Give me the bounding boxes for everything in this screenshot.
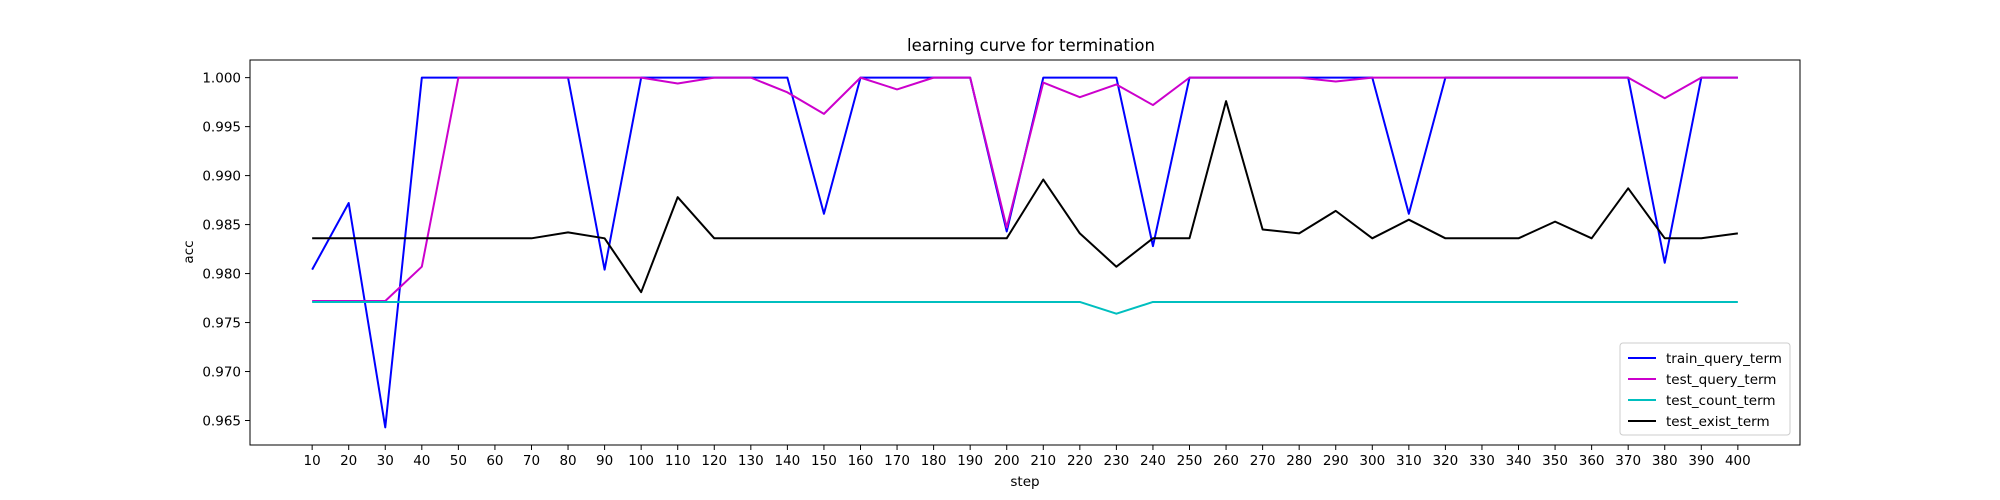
x-tick-label: 140 <box>774 453 800 469</box>
series-line-test-query-term <box>312 76 1738 302</box>
series-line-test-exist-term <box>312 100 1738 294</box>
x-tick-label: 170 <box>884 453 910 469</box>
x-tick-label: 150 <box>811 453 837 469</box>
x-tick-label: 50 <box>450 453 467 469</box>
y-tick-label: 0.990 <box>202 169 241 185</box>
x-tick-label: 120 <box>701 453 727 469</box>
x-tick-label: 330 <box>1469 453 1495 469</box>
x-tick-label: 290 <box>1323 453 1349 469</box>
x-tick-label: 270 <box>1250 453 1276 469</box>
x-tick-label: 70 <box>523 453 540 469</box>
x-tick-label: 110 <box>665 453 691 469</box>
legend-entry-label: test_query_term <box>1666 372 1776 388</box>
x-tick-label: 190 <box>957 453 983 469</box>
x-tick-label: 300 <box>1359 453 1385 469</box>
y-axis-label: acc <box>181 240 197 263</box>
series-line-test-count-term <box>312 300 1738 315</box>
x-tick-label: 370 <box>1615 453 1641 469</box>
y-tick-label: 1.000 <box>202 71 241 87</box>
y-tick-label: 0.970 <box>202 365 241 381</box>
x-tick-label: 40 <box>413 453 430 469</box>
legend-entry-label: test_count_term <box>1666 393 1776 409</box>
x-tick-label: 280 <box>1286 453 1312 469</box>
x-tick-label: 240 <box>1140 453 1166 469</box>
x-tick-label: 400 <box>1725 453 1751 469</box>
x-tick-label: 260 <box>1213 453 1239 469</box>
legend: train_query_term test_query_term test_coun… <box>1619 342 1791 436</box>
x-axis-label: step <box>1010 474 1039 490</box>
x-tick-label: 320 <box>1433 453 1459 469</box>
plot-area-frame <box>249 59 1801 446</box>
x-tick-label: 350 <box>1542 453 1568 469</box>
chart-title: learning curve for termination <box>907 36 1155 55</box>
x-axis: 10 20 30 40 50 60 70 80 90 100 110 120 130 140 150 160 1… <box>304 445 1751 469</box>
y-tick-label: 0.995 <box>202 120 241 136</box>
y-tick-label: 0.985 <box>202 218 241 234</box>
legend-entry-label: train_query_term <box>1666 351 1782 367</box>
x-tick-label: 360 <box>1579 453 1605 469</box>
x-tick-label: 20 <box>340 453 357 469</box>
x-tick-label: 220 <box>1067 453 1093 469</box>
x-tick-label: 60 <box>486 453 503 469</box>
x-tick-label: 380 <box>1652 453 1678 469</box>
x-tick-label: 10 <box>304 453 321 469</box>
x-tick-label: 250 <box>1177 453 1203 469</box>
x-tick-label: 160 <box>848 453 874 469</box>
y-tick-label: 0.980 <box>202 267 241 283</box>
x-tick-label: 180 <box>921 453 947 469</box>
x-tick-label: 230 <box>1104 453 1130 469</box>
x-tick-label: 30 <box>377 453 394 469</box>
x-tick-label: 210 <box>1030 453 1056 469</box>
y-tick-label: 0.975 <box>202 316 241 332</box>
x-tick-label: 340 <box>1506 453 1532 469</box>
x-tick-label: 310 <box>1396 453 1422 469</box>
y-axis: 0.965 0.970 0.975 0.980 0.985 0.990 0.995 1.000 <box>202 71 250 430</box>
x-tick-label: 390 <box>1688 453 1714 469</box>
legend-box <box>1619 342 1791 436</box>
plot-content <box>311 76 1738 429</box>
x-tick-label: 90 <box>596 453 613 469</box>
y-tick-label: 0.965 <box>202 414 241 430</box>
x-tick-label: 100 <box>628 453 654 469</box>
x-tick-label: 200 <box>994 453 1020 469</box>
x-tick-label: 80 <box>559 453 576 469</box>
x-tick-label: 130 <box>738 453 764 469</box>
legend-entry-label: test_exist_term <box>1666 414 1770 430</box>
